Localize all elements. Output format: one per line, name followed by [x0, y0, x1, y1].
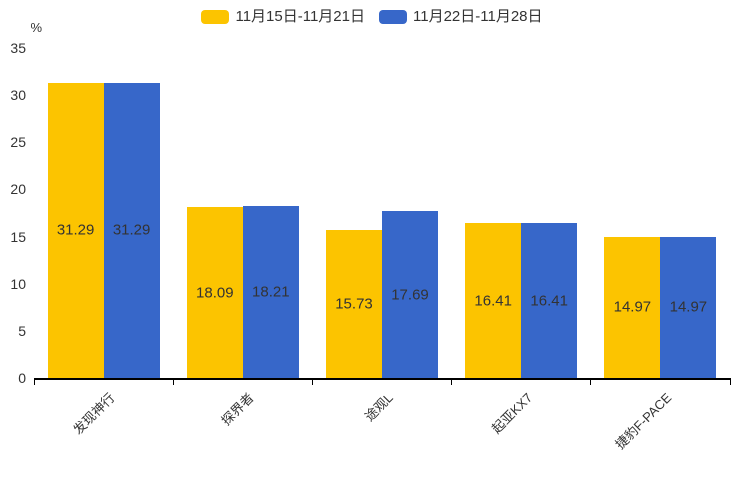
- bar-series-2-发现神行[interactable]: 31.29: [103, 82, 160, 378]
- x-axis-category-label: 捷豹F-PACE: [611, 390, 675, 453]
- x-axis-tick-mark: [729, 380, 731, 385]
- bar-series-1-捷豹F-PACE[interactable]: 14.97: [604, 236, 661, 378]
- bar-value-label: 31.29: [56, 221, 95, 239]
- bar-value-label: 18.09: [196, 284, 234, 302]
- bar-value-label: 15.73: [335, 295, 373, 313]
- legend-swatch-icon: [379, 10, 407, 24]
- y-axis-tick-label: 5: [18, 322, 26, 339]
- bar-series-1-发现神行[interactable]: 31.29: [47, 82, 104, 378]
- x-axis-category-label: 起亚KX7: [488, 390, 535, 437]
- y-axis-tick-label: 25: [10, 134, 26, 151]
- x-axis-tick-mark: [451, 380, 453, 385]
- bar-value-label: 14.97: [669, 298, 708, 316]
- x-axis-category-label: 途观L: [361, 390, 396, 425]
- y-axis-tick-label: 10: [10, 275, 26, 292]
- legend-item-series-1[interactable]: 11月15日-11月21日: [201, 8, 365, 26]
- bar-series-2-途观L[interactable]: 17.69: [382, 211, 438, 378]
- x-axis-tick-mark: [590, 380, 592, 385]
- x-axis-tick-mark: [33, 380, 35, 385]
- bar-series-2-探界者[interactable]: 18.21: [242, 206, 299, 378]
- legend-label: 11月22日-11月28日: [413, 8, 543, 25]
- legend-item-series-2[interactable]: 11月22日-11月28日: [379, 8, 543, 26]
- x-axis-tick-mark: [172, 380, 174, 385]
- y-axis-tick-label: 20: [10, 181, 26, 198]
- chart-legend: 11月15日-11月21日 11月22日-11月28日: [0, 8, 744, 26]
- bar-series-1-途观L[interactable]: 15.73: [326, 229, 382, 378]
- bar-value-label: 31.29: [112, 221, 151, 239]
- y-axis-unit-label: %: [30, 20, 42, 35]
- x-axis-line: [34, 378, 731, 380]
- bar-series-1-探界者[interactable]: 18.09: [186, 207, 243, 378]
- y-axis-tick-label: 30: [10, 87, 26, 104]
- x-axis-tick-mark: [311, 380, 313, 385]
- bar-series-2-捷豹F-PACE[interactable]: 14.97: [660, 236, 717, 378]
- x-axis-category-label: 发现神行: [69, 390, 118, 438]
- bar-value-label: 16.41: [474, 292, 512, 310]
- x-axis-category-label: 探界者: [218, 390, 257, 429]
- bar-series-2-起亚KX7[interactable]: 16.41: [521, 223, 578, 378]
- bar-value-label: 17.69: [391, 286, 429, 304]
- legend-label: 11月15日-11月21日: [235, 8, 365, 25]
- legend-swatch-icon: [201, 10, 230, 24]
- bar-value-label: 14.97: [613, 298, 652, 316]
- bar-series-1-起亚KX7[interactable]: 16.41: [465, 223, 522, 378]
- y-axis-tick-label: 35: [10, 40, 26, 56]
- y-axis-tick-label: 15: [10, 228, 26, 245]
- y-axis-tick-label: 0: [18, 370, 26, 386]
- bar-value-label: 18.21: [252, 283, 290, 301]
- bar-value-label: 16.41: [530, 292, 568, 310]
